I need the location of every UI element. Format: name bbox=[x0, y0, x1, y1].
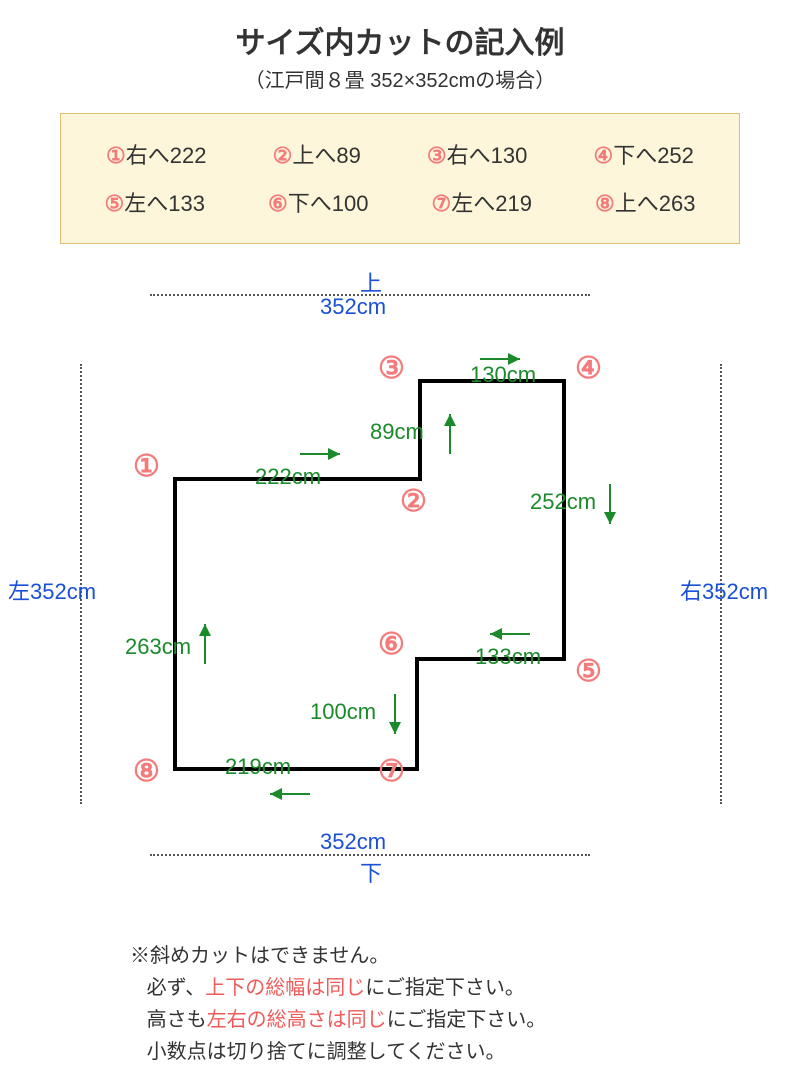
seg-3: 130cm bbox=[470, 362, 536, 388]
vertex-5: ⑤ bbox=[575, 654, 602, 689]
note-line: 高さも左右の総高さは同じにご指定下さい。 bbox=[130, 1004, 546, 1036]
page: サイズ内カットの記入例 （江戸間８畳 352×352cmの場合） ①右へ222 … bbox=[0, 0, 800, 1068]
note-line: 必ず、上下の総幅は同じにご指定下さい。 bbox=[130, 972, 546, 1004]
legend-item: ⑦左へ219 bbox=[432, 180, 532, 228]
vertex-4: ④ bbox=[575, 351, 602, 386]
page-title: サイズ内カットの記入例 bbox=[0, 0, 800, 62]
vertex-2: ② bbox=[400, 484, 427, 519]
legend-item: ④下へ252 bbox=[593, 132, 693, 180]
legend-item: ⑤左へ133 bbox=[105, 180, 205, 228]
vertex-6: ⑥ bbox=[378, 627, 405, 662]
seg-4: 252cm bbox=[530, 489, 596, 515]
legend-item: ⑧上へ263 bbox=[595, 180, 695, 228]
legend-item: ①右へ222 bbox=[106, 132, 206, 180]
vertex-1: ① bbox=[133, 449, 160, 484]
legend-box: ①右へ222 ②上へ89 ③右へ130 ④下へ252 ⑤左へ133 ⑥下へ100… bbox=[60, 113, 740, 244]
vertex-7: ⑦ bbox=[378, 754, 405, 789]
diagram: 上 352cm 左352cm 右352cm 352cm 下 bbox=[0, 254, 800, 894]
seg-2: 89cm bbox=[370, 419, 424, 445]
shape-svg bbox=[0, 254, 800, 894]
note-line: 小数点は切り捨てに調整してください。 bbox=[130, 1036, 546, 1068]
vertex-3: ③ bbox=[378, 351, 405, 386]
legend-item: ③右へ130 bbox=[427, 132, 527, 180]
seg-7: 219cm bbox=[225, 754, 291, 780]
vertex-8: ⑧ bbox=[133, 754, 160, 789]
legend-item: ②上へ89 bbox=[273, 132, 361, 180]
seg-6: 100cm bbox=[310, 699, 376, 725]
seg-8: 263cm bbox=[125, 634, 191, 660]
page-subtitle: （江戸間８畳 352×352cmの場合） bbox=[0, 64, 800, 93]
seg-5: 133cm bbox=[475, 644, 541, 670]
notes: ※斜めカットはできません。 必ず、上下の総幅は同じにご指定下さい。 高さも左右の… bbox=[130, 940, 546, 1068]
seg-1: 222cm bbox=[255, 464, 321, 490]
legend-item: ⑥下へ100 bbox=[268, 180, 368, 228]
note-line: ※斜めカットはできません。 bbox=[130, 940, 546, 972]
